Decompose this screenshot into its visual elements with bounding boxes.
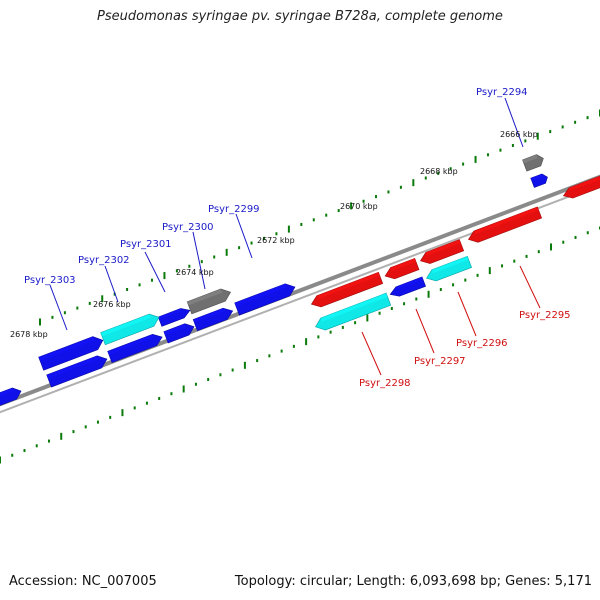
gene-arrow-body [100, 313, 160, 346]
gene-psyr-2296-upper[interactable] [418, 239, 465, 267]
gene-arrow-body [163, 323, 195, 344]
gene-arrow-body [192, 307, 234, 332]
topology-text: Topology: circular; Length: 6,093,698 bp… [234, 574, 592, 589]
gene-fwd-lane2-a[interactable] [192, 305, 235, 332]
gene-arrow-highlight [158, 308, 182, 320]
gene-arrow-highlight [193, 308, 225, 323]
gene-arrow-body [107, 333, 163, 363]
gene-psyr-2298-upper[interactable] [309, 271, 384, 309]
gene-psyr-2298[interactable] [313, 292, 392, 333]
map-title: Pseudomonas syringae pv. syringae B728a,… [97, 9, 503, 24]
gene-arrow-highlight [568, 175, 600, 191]
gene-label-psyr-2296[interactable]: Psyr_2296 [456, 338, 508, 349]
genome-backbone-outer [0, 174, 600, 407]
gene-psyr-2297[interactable] [388, 276, 426, 299]
scale-label: 2674 kbp [176, 268, 214, 277]
gene-label-psyr-2302[interactable]: Psyr_2302 [78, 255, 130, 266]
gene-arrow-highlight [38, 336, 95, 362]
gene-psyr-2301-small[interactable] [157, 306, 191, 327]
gene-psyr-2303[interactable] [38, 334, 106, 371]
gene-psyr-2294[interactable] [530, 172, 550, 188]
gene-label-psyr-2298[interactable]: Psyr_2298 [359, 378, 411, 389]
gene-arrow-highlight [530, 173, 544, 181]
gene-arrow-highlight [163, 323, 187, 336]
accession-text: Accession: NC_007005 [9, 574, 157, 589]
gene-fwd-lane2-d[interactable] [46, 353, 110, 388]
scale-label: 2672 kbp [257, 236, 295, 245]
gene-psyr-2294-grey[interactable] [522, 153, 546, 172]
gene-label-psyr-2301[interactable]: Psyr_2301 [120, 239, 172, 250]
gene-fwd-lane2-b[interactable] [163, 321, 196, 344]
scale-label: 2678 kbp [10, 330, 48, 339]
gene-psyr-2297-upper[interactable] [383, 257, 420, 281]
gene-arrow-highlight [0, 387, 14, 399]
gene-arrow-highlight [100, 314, 151, 337]
gene-psyr-2295[interactable] [466, 206, 543, 245]
gene-arrow-highlight [425, 239, 461, 256]
scale-label: 2668 kbp [420, 167, 458, 176]
gene-rev-edge[interactable] [561, 174, 600, 201]
scale-label: 2666 kbp [500, 130, 538, 139]
gene-arrow-highlight [431, 256, 469, 274]
gene-arrow-highlight [316, 272, 380, 300]
gene-arrow-highlight [390, 258, 417, 271]
gene-arrow-highlight [320, 293, 388, 322]
gene-label-psyr-2295[interactable]: Psyr_2295 [519, 310, 571, 321]
gene-arrow-highlight [46, 355, 99, 379]
gene-arrow-highlight [107, 334, 154, 355]
gene-label-psyr-2300[interactable]: Psyr_2300 [162, 222, 214, 233]
gene-label-psyr-2297[interactable]: Psyr_2297 [414, 356, 466, 367]
gene-left-edge[interactable] [0, 385, 23, 407]
gene-arrow-highlight [395, 276, 424, 290]
gene-arrow-highlight [473, 206, 539, 235]
gene-fwd-lane2-c[interactable] [107, 331, 165, 363]
gene-arrow-highlight [522, 154, 538, 164]
gene-psyr-2302[interactable] [100, 311, 162, 346]
gene-arrow-highlight [234, 283, 287, 307]
genome-backbone-inner [0, 183, 600, 414]
gene-psyr-2300[interactable] [186, 286, 233, 315]
gene-arrow-highlight [187, 288, 223, 306]
gene-label-psyr-2303[interactable]: Psyr_2303 [24, 275, 76, 286]
gene-psyr-2299[interactable] [234, 281, 298, 316]
gene-label-psyr-2299[interactable]: Psyr_2299 [208, 204, 260, 215]
gene-arrow-body [234, 283, 296, 316]
leader-lines [49, 97, 541, 376]
gene-arrow-body [186, 288, 232, 315]
gene-psyr-2296[interactable] [424, 255, 473, 284]
scale-label: 2676 kbp [93, 300, 131, 309]
gene-arrow-body [0, 387, 22, 407]
gene-label-psyr-2294[interactable]: Psyr_2294 [476, 87, 528, 98]
scale-label: 2670 kbp [340, 202, 378, 211]
